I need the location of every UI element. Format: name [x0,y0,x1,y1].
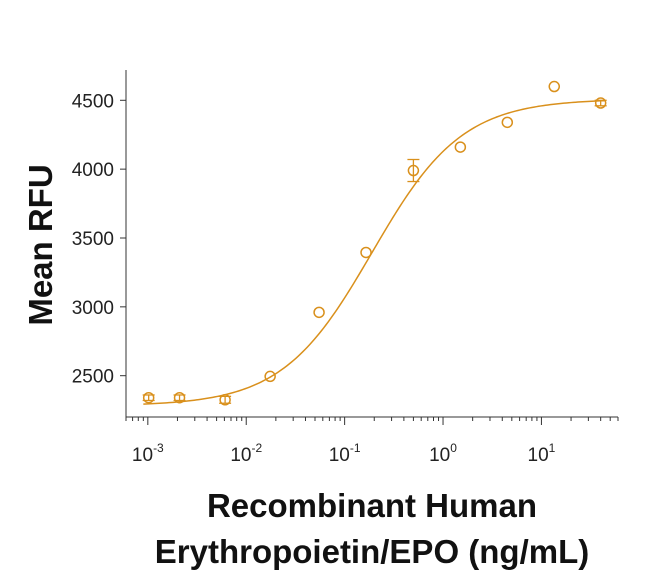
y-ticks: 2500 3000 3500 4000 4500 [72,91,126,388]
y-tick-label: 4000 [72,160,114,181]
x-axis-label-line-2: Erythropoietin/EPO (ng/mL) [155,533,590,570]
data-point [219,394,231,406]
x-axis-label-line-1: Recombinant Human [207,487,537,524]
x-tick-label: 100 [429,441,457,466]
x-tick-label: 10-2 [230,441,262,466]
axes [125,70,618,418]
data-point [313,306,325,319]
data-point [142,391,155,404]
y-tick-label: 3500 [72,229,114,250]
x-ticks: 10-3 10-2 10-1 100 101 [125,417,619,466]
y-tick-label: 2500 [72,367,114,388]
data-point [173,391,186,404]
fit-curve [143,99,606,405]
data-point [360,246,372,259]
data-point [454,141,467,153]
x-tick-label: 101 [528,441,556,466]
data-point [501,116,514,129]
data-point [594,97,607,109]
data-points [142,80,607,406]
data-point [264,370,276,383]
y-tick-label: 4500 [72,91,114,112]
x-tick-label: 10-3 [132,441,164,466]
data-point [407,164,420,177]
data-point [548,80,561,93]
y-axis-label: Mean RFU [22,164,59,325]
y-tick-label: 3000 [72,298,114,319]
x-tick-label: 10-1 [329,441,361,466]
